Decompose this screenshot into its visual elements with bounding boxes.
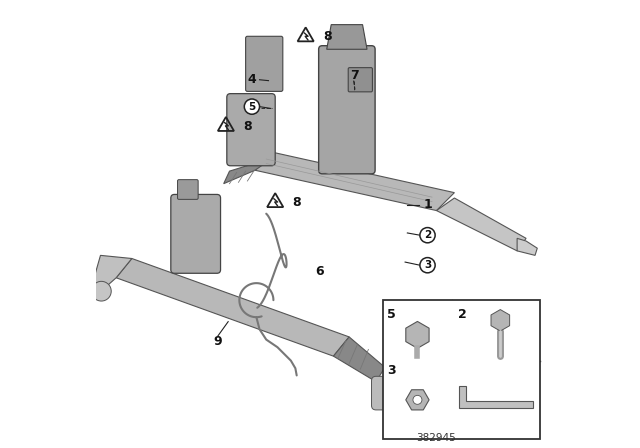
- Text: 5: 5: [248, 102, 255, 112]
- Text: 8: 8: [323, 30, 332, 43]
- FancyBboxPatch shape: [319, 46, 375, 174]
- FancyBboxPatch shape: [246, 36, 283, 91]
- Text: 2: 2: [424, 230, 431, 240]
- Circle shape: [413, 396, 422, 404]
- Polygon shape: [459, 386, 532, 408]
- Text: 8: 8: [292, 196, 301, 209]
- Polygon shape: [333, 337, 385, 382]
- Circle shape: [244, 99, 260, 114]
- Text: 4: 4: [248, 73, 256, 86]
- Text: 8: 8: [243, 120, 252, 133]
- Text: 2: 2: [458, 308, 467, 321]
- FancyBboxPatch shape: [227, 94, 275, 166]
- FancyBboxPatch shape: [348, 68, 372, 92]
- Text: 1: 1: [423, 198, 432, 211]
- FancyBboxPatch shape: [383, 300, 540, 439]
- Circle shape: [92, 281, 111, 301]
- Text: 7: 7: [351, 69, 359, 82]
- Polygon shape: [255, 152, 454, 211]
- Text: 5: 5: [387, 308, 396, 321]
- Polygon shape: [116, 258, 349, 356]
- Polygon shape: [326, 25, 367, 49]
- Polygon shape: [92, 255, 132, 296]
- Text: 382945: 382945: [417, 433, 456, 443]
- Text: 3: 3: [387, 364, 396, 377]
- Polygon shape: [517, 238, 538, 255]
- Text: 3: 3: [424, 260, 431, 270]
- Text: 6: 6: [315, 265, 323, 279]
- Text: 9: 9: [214, 335, 222, 348]
- FancyBboxPatch shape: [371, 376, 396, 410]
- FancyBboxPatch shape: [171, 194, 221, 273]
- FancyBboxPatch shape: [177, 180, 198, 199]
- Circle shape: [420, 258, 435, 273]
- Circle shape: [420, 228, 435, 243]
- Polygon shape: [223, 158, 273, 184]
- Polygon shape: [436, 198, 526, 251]
